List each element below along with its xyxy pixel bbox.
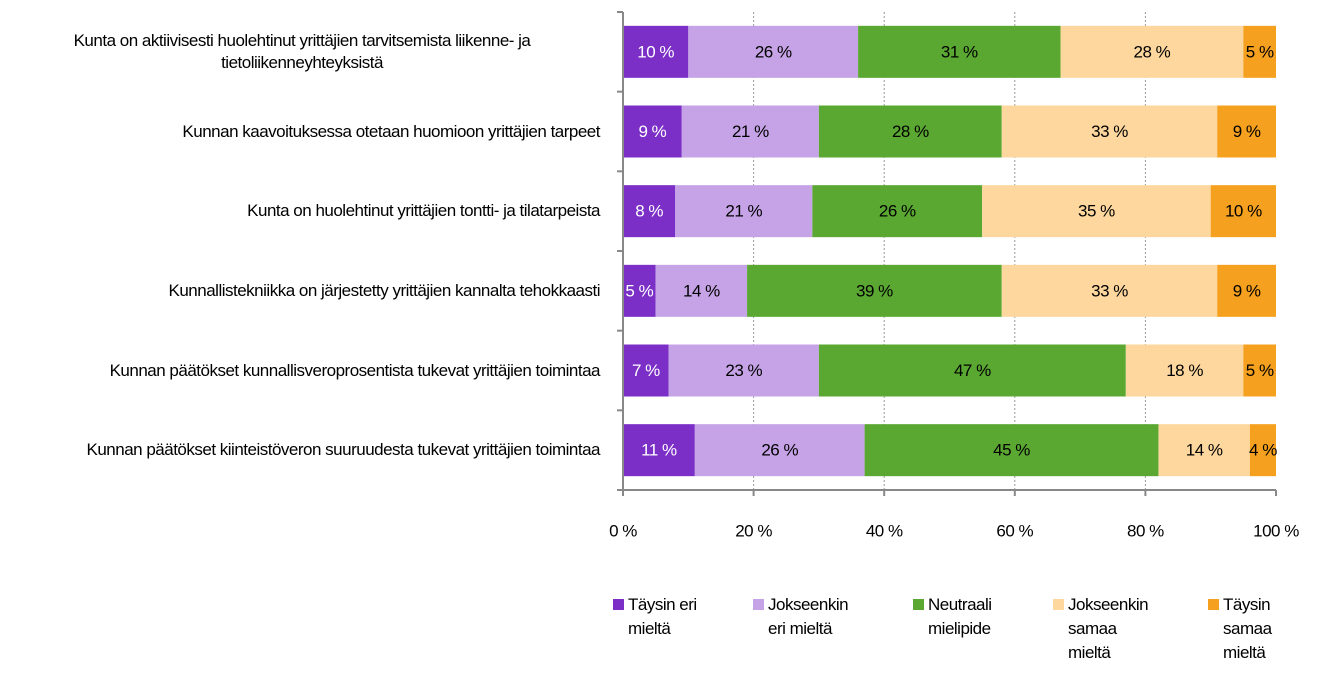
value-label: 9 % (1233, 122, 1261, 141)
bar-segment (1243, 344, 1276, 397)
bar-segment (982, 185, 1211, 238)
category-label: Kunnan kaavoituksessa otetaan huomioon y… (0, 121, 600, 143)
value-label: 14 % (683, 281, 720, 300)
value-label: 5 % (625, 281, 653, 300)
bar-segment (864, 424, 1159, 477)
legend-swatch (1053, 599, 1064, 610)
value-label: 5 % (1246, 361, 1274, 380)
bar-segment (818, 344, 1126, 397)
bar-segment (688, 25, 859, 78)
bar-segment (681, 105, 819, 158)
category-text: Kunnan kaavoituksessa otetaan huomioon y… (182, 121, 600, 141)
value-label: 39 % (856, 281, 893, 300)
bar-segment (1210, 185, 1276, 238)
category-label: Kunnan päätökset kiinteistöveron suuruud… (0, 439, 601, 461)
x-tick-label: 60 % (996, 521, 1033, 540)
bar-segment (623, 25, 689, 78)
value-label: 28 % (1134, 42, 1171, 61)
bar-segment (1249, 424, 1276, 477)
bar-segment (1243, 25, 1276, 78)
value-label: 18 % (1166, 361, 1203, 380)
bar-segment (812, 185, 983, 238)
legend-label: Täysin samaa mieltä (1223, 595, 1272, 662)
value-label: 11 % (641, 441, 677, 460)
legend-label: Jokseenkin samaa mieltä (1068, 595, 1149, 662)
x-tick-label: 20 % (735, 521, 772, 540)
legend-swatch (613, 599, 624, 610)
value-label: 26 % (879, 202, 916, 221)
category-text: Kunnallistekniikka on järjestetty yrittä… (168, 280, 601, 300)
value-label: 21 % (732, 122, 769, 141)
value-label: 33 % (1091, 281, 1128, 300)
value-label: 28 % (892, 122, 929, 141)
category-label: Kunta on aktiivisesti huolehtinut yrittä… (0, 30, 600, 74)
bar-segment (818, 105, 1002, 158)
bar-segment (623, 185, 676, 238)
x-tick-label: 100 % (1253, 521, 1299, 540)
value-label: 4 % (1249, 441, 1277, 460)
bar-segment (1217, 105, 1276, 158)
bar-segment (858, 25, 1061, 78)
bar-segment (694, 424, 865, 477)
bar-segment (623, 344, 669, 397)
category-text: Kunta on aktiivisesti huolehtinut yrittä… (73, 30, 531, 72)
category-label: Kunta on huolehtinut yrittäjien tontti- … (0, 200, 600, 222)
bar-segment (655, 264, 748, 317)
bar-segment (623, 424, 695, 477)
bar-segment (747, 264, 1002, 317)
legend-swatch (753, 599, 764, 610)
value-label: 9 % (1233, 281, 1261, 300)
value-label: 33 % (1091, 122, 1128, 141)
value-label: 26 % (755, 42, 792, 61)
category-text: Kunnan päätökset kunnallisveroprosentist… (109, 360, 601, 380)
legend-swatch (1208, 599, 1219, 610)
value-label: 5 % (1246, 42, 1274, 61)
bar-segment (1060, 25, 1244, 78)
category-label: Kunnan päätökset kunnallisveroprosentist… (0, 360, 601, 382)
bar-segment (623, 105, 682, 158)
bar-segment (623, 264, 656, 317)
x-tick-label: 40 % (866, 521, 903, 540)
value-label: 31 % (941, 42, 978, 61)
value-label: 10 % (1225, 202, 1262, 221)
value-label: 8 % (635, 202, 663, 221)
value-label: 9 % (638, 122, 666, 141)
legend-swatch (913, 599, 924, 610)
bar-segment (1158, 424, 1250, 477)
value-label: 21 % (725, 202, 762, 221)
x-tick-label: 0 % (609, 521, 637, 540)
x-tick-label: 80 % (1127, 521, 1164, 540)
category-text: Kunta on huolehtinut yrittäjien tontti- … (247, 201, 600, 221)
category-label: Kunnallistekniikka on järjestetty yrittä… (0, 280, 601, 302)
bar-segment (675, 185, 813, 238)
category-text: Kunnan päätökset kiinteistöveron suuruud… (86, 440, 601, 460)
legend-label: Jokseenkin eri mieltä (768, 595, 849, 638)
value-label: 47 % (954, 361, 991, 380)
bar-segment (668, 344, 819, 397)
value-label: 45 % (993, 441, 1030, 460)
value-label: 26 % (761, 441, 798, 460)
bar-segment (1217, 264, 1276, 317)
value-label: 35 % (1078, 202, 1115, 221)
value-label: 7 % (632, 361, 660, 380)
value-label: 10 % (637, 42, 674, 61)
value-label: 14 % (1186, 441, 1223, 460)
legend-label: Täysin eri mieltä (628, 595, 697, 638)
legend-label: Neutraali mielipide (928, 595, 992, 638)
value-label: 23 % (725, 361, 762, 380)
bar-segment (1125, 344, 1244, 397)
bar-segment (1001, 105, 1218, 158)
bar-segment (1001, 264, 1218, 317)
